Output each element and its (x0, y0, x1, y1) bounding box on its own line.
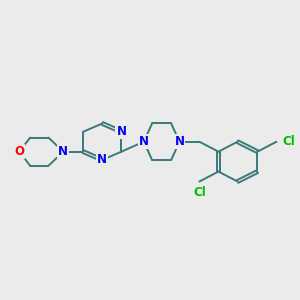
Text: Cl: Cl (282, 135, 295, 148)
Text: N: N (175, 135, 184, 148)
Text: N: N (58, 145, 68, 158)
Text: N: N (97, 154, 107, 166)
Text: N: N (139, 135, 149, 148)
Text: Cl: Cl (193, 186, 206, 199)
Text: O: O (14, 145, 24, 158)
Text: N: N (116, 125, 126, 138)
